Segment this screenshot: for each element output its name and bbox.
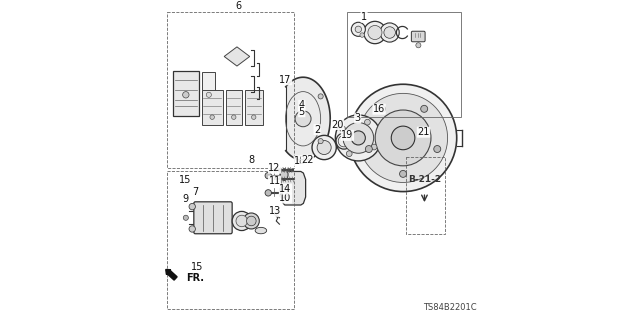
- Circle shape: [317, 140, 331, 155]
- Text: 22: 22: [301, 155, 314, 165]
- Polygon shape: [287, 77, 330, 160]
- Circle shape: [365, 119, 371, 125]
- Circle shape: [384, 27, 396, 38]
- Circle shape: [351, 131, 365, 145]
- Text: 4: 4: [299, 100, 305, 110]
- Polygon shape: [224, 47, 250, 66]
- Text: 9: 9: [182, 194, 188, 204]
- Circle shape: [360, 33, 364, 37]
- Circle shape: [182, 92, 189, 98]
- Circle shape: [399, 170, 406, 177]
- Circle shape: [371, 144, 377, 150]
- Text: 5: 5: [299, 107, 305, 117]
- Text: 8: 8: [248, 155, 254, 165]
- Text: 15: 15: [179, 175, 191, 185]
- Circle shape: [318, 94, 323, 99]
- Circle shape: [206, 92, 211, 97]
- Circle shape: [295, 111, 311, 127]
- Text: 15: 15: [191, 262, 204, 272]
- Text: 17: 17: [279, 75, 292, 85]
- Polygon shape: [202, 72, 215, 114]
- Circle shape: [391, 126, 415, 150]
- Circle shape: [335, 115, 381, 161]
- Text: 2: 2: [314, 124, 320, 135]
- Circle shape: [351, 22, 365, 36]
- Circle shape: [358, 93, 447, 182]
- Text: TS84B2201C: TS84B2201C: [423, 303, 477, 312]
- Circle shape: [265, 172, 271, 179]
- Circle shape: [416, 43, 421, 48]
- Circle shape: [243, 213, 259, 229]
- Circle shape: [252, 115, 256, 119]
- Text: FR.: FR.: [186, 274, 204, 284]
- Circle shape: [364, 21, 386, 44]
- Circle shape: [246, 216, 256, 226]
- Circle shape: [420, 105, 428, 112]
- Polygon shape: [281, 172, 306, 205]
- Ellipse shape: [255, 228, 267, 234]
- Circle shape: [265, 190, 271, 196]
- Text: 7: 7: [192, 187, 198, 196]
- Text: 16: 16: [373, 104, 385, 114]
- Circle shape: [365, 146, 372, 153]
- Circle shape: [318, 139, 323, 144]
- Text: 6: 6: [236, 1, 242, 11]
- Circle shape: [236, 215, 248, 227]
- Circle shape: [189, 204, 195, 210]
- Text: 10: 10: [280, 193, 292, 203]
- Circle shape: [340, 126, 346, 132]
- FancyBboxPatch shape: [412, 31, 425, 42]
- FancyArrow shape: [166, 269, 177, 280]
- Circle shape: [232, 212, 252, 230]
- FancyBboxPatch shape: [194, 202, 232, 234]
- Circle shape: [375, 110, 431, 166]
- Circle shape: [380, 23, 399, 42]
- Ellipse shape: [280, 169, 288, 180]
- Circle shape: [349, 84, 457, 192]
- Text: B-21-2: B-21-2: [408, 175, 441, 184]
- Circle shape: [434, 146, 441, 153]
- Text: 19: 19: [341, 130, 353, 140]
- Text: 21: 21: [417, 127, 429, 137]
- Text: 13: 13: [269, 206, 281, 216]
- Circle shape: [346, 151, 352, 156]
- Circle shape: [368, 26, 382, 40]
- Circle shape: [210, 115, 214, 119]
- Polygon shape: [245, 90, 262, 125]
- Polygon shape: [202, 90, 223, 125]
- Text: 18: 18: [294, 156, 307, 166]
- Text: 1: 1: [361, 12, 367, 22]
- Circle shape: [183, 215, 188, 220]
- Text: 20: 20: [332, 119, 344, 130]
- Text: 14: 14: [280, 184, 292, 194]
- Circle shape: [355, 26, 362, 33]
- Ellipse shape: [280, 187, 288, 198]
- Polygon shape: [226, 90, 242, 125]
- Text: 11: 11: [269, 176, 281, 186]
- Text: 12: 12: [268, 163, 281, 173]
- Circle shape: [343, 123, 374, 153]
- Polygon shape: [173, 71, 198, 116]
- Circle shape: [189, 226, 195, 232]
- Circle shape: [378, 105, 385, 112]
- Circle shape: [232, 115, 236, 119]
- Circle shape: [312, 135, 336, 160]
- Text: 3: 3: [355, 113, 361, 123]
